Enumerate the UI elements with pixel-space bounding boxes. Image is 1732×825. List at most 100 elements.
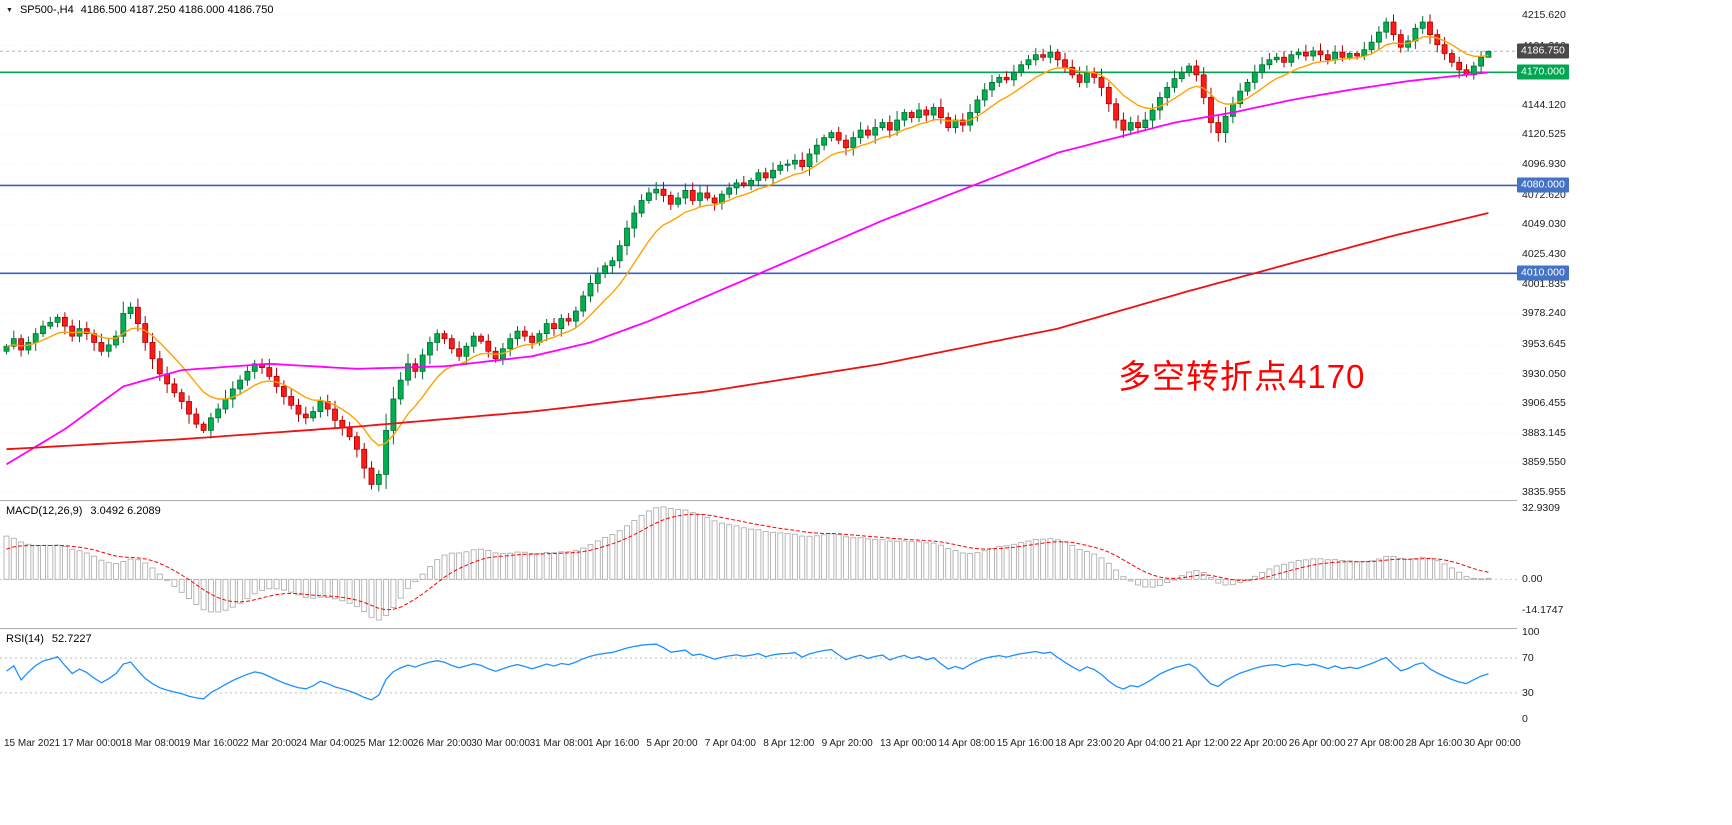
macd-histogram-bar: [551, 552, 557, 580]
macd-histogram-bar: [200, 578, 207, 611]
candle-down: [959, 119, 966, 126]
price-axis[interactable]: 4215.6204191.3104167.0004144.1204120.525…: [1517, 0, 1732, 760]
rsi-line: [6, 643, 1489, 701]
macd-histogram-bar: [806, 535, 813, 580]
macd-histogram-bar: [1383, 555, 1390, 580]
chart-menu-icon[interactable]: ▼: [6, 6, 13, 14]
macd-histogram-bar: [857, 537, 864, 580]
macd-histogram-bar: [1032, 539, 1039, 580]
time-axis[interactable]: 15 Mar 2021 17 Mar 00:00 18 Mar 08:00 19 Ma…: [0, 731, 1732, 757]
macd-histogram-bar: [894, 540, 901, 580]
macd-histogram-bar: [1142, 578, 1149, 588]
annotation-text[interactable]: 多空转折点4170: [1118, 358, 1366, 395]
candle-up: [54, 316, 61, 323]
macd-histogram-bar: [244, 578, 251, 600]
blue-line-price-badge-4080[interactable]: 4080.000: [1517, 177, 1569, 193]
pane-separator-2[interactable]: [0, 628, 1732, 629]
macd-histogram-bar: [259, 578, 265, 591]
macd-histogram-bar: [916, 541, 922, 580]
macd-histogram-bar: [908, 541, 915, 580]
time-axis-label: 27 Apr 08:00: [1347, 738, 1404, 749]
candle-up: [120, 313, 127, 337]
candle-down: [565, 318, 572, 322]
macd-canvas[interactable]: [0, 501, 1517, 628]
macd-histogram-bar: [835, 534, 842, 580]
macd-histogram-bar: [405, 578, 411, 589]
candle-up: [1251, 71, 1258, 83]
macd-histogram-bar: [558, 551, 565, 580]
candle-up: [434, 333, 441, 343]
candle-down: [1427, 21, 1433, 36]
macd-histogram-bar: [368, 578, 375, 618]
macd-histogram-bar: [69, 548, 76, 580]
time-axis-label: 1 Apr 16:00: [588, 738, 640, 749]
pane-separator-1[interactable]: [0, 500, 1732, 501]
macd-histogram-bar: [645, 510, 652, 580]
macd-histogram-bar: [1164, 578, 1171, 584]
candle-up: [426, 342, 433, 356]
macd-histogram-bar: [3, 535, 10, 580]
time-axis-label: 18 Mar 08:00: [120, 738, 180, 749]
candle-down: [908, 112, 915, 118]
time-axis-label: 7 Apr 04:00: [704, 738, 756, 749]
candle-up: [1084, 71, 1090, 83]
ohlc-values: 4186.500 4187.250 4186.000 4186.750: [80, 4, 274, 16]
rsi-pane[interactable]: RSI(14) 52.7227: [0, 629, 1517, 731]
candle-up: [47, 321, 54, 327]
candle-down: [704, 192, 711, 199]
macd-histogram-bar: [514, 551, 521, 580]
macd-histogram-bar: [76, 550, 83, 580]
candle-up: [113, 335, 119, 346]
macd-histogram-bar: [1310, 558, 1317, 580]
macd-histogram-bar: [105, 562, 112, 580]
candle-up: [989, 81, 995, 91]
macd-histogram-bar: [1273, 565, 1280, 580]
macd-axis-label: -14.1747: [1522, 604, 1564, 617]
macd-histogram-bar: [1354, 561, 1360, 580]
time-axis-label: 5 Apr 20:00: [646, 738, 698, 749]
candle-up: [784, 163, 791, 166]
macd-histogram-bar: [507, 552, 514, 580]
macd-histogram-bar: [83, 552, 90, 580]
candle-up: [1157, 97, 1163, 111]
price-chart-canvas[interactable]: [0, 0, 1517, 500]
macd-histogram-bar: [1105, 562, 1112, 580]
macd-histogram-bar: [1003, 545, 1010, 580]
rsi-canvas[interactable]: [0, 629, 1517, 731]
current-price-badge[interactable]: 4186.750: [1517, 43, 1569, 59]
macd-histogram-bar: [718, 522, 725, 580]
green-line-price-badge[interactable]: 4170.000: [1517, 64, 1569, 80]
main-price-pane[interactable]: ▼ SP500-,H4 4186.500 4187.250 4186.000 4…: [0, 0, 1517, 500]
macd-histogram-bar: [1478, 578, 1485, 581]
macd-histogram-bar: [47, 544, 54, 580]
macd-histogram-bar: [616, 530, 623, 580]
chart-header: ▼ SP500-,H4 4186.500 4187.250 4186.000 4…: [6, 4, 273, 16]
time-axis-label: 22 Apr 20:00: [1230, 738, 1288, 749]
macd-histogram-bar: [587, 544, 594, 580]
macd-histogram-bar: [412, 578, 419, 583]
candle-up: [32, 333, 39, 343]
macd-pane[interactable]: MACD(12,26,9) 3.0492 6.2089: [0, 501, 1517, 628]
candle-up: [419, 354, 426, 372]
macd-histogram-bar: [1113, 569, 1120, 580]
macd-histogram-bar: [229, 578, 236, 608]
macd-header: MACD(12,26,9) 3.0492 6.2089: [6, 505, 161, 517]
candle-up: [383, 429, 390, 475]
macd-histogram-bar: [748, 528, 755, 580]
candle-up: [1018, 64, 1025, 73]
macd-histogram-bar: [456, 552, 463, 580]
macd-histogram-bar: [1025, 540, 1032, 580]
macd-histogram-bar: [682, 509, 689, 580]
candle-down: [660, 188, 667, 196]
candle-up: [105, 344, 112, 352]
macd-histogram-bar: [339, 578, 346, 602]
candle-down: [456, 348, 463, 357]
macd-histogram-bar: [1419, 556, 1426, 580]
price-axis-label: 4215.620: [1522, 9, 1566, 21]
macd-histogram-bar: [40, 544, 46, 580]
macd-histogram-bar: [901, 540, 908, 580]
candle-up: [1419, 21, 1426, 29]
candle-up: [755, 172, 762, 181]
blue-line-price-badge-4010[interactable]: 4010.000: [1517, 265, 1569, 281]
macd-histogram-bar: [448, 552, 455, 580]
